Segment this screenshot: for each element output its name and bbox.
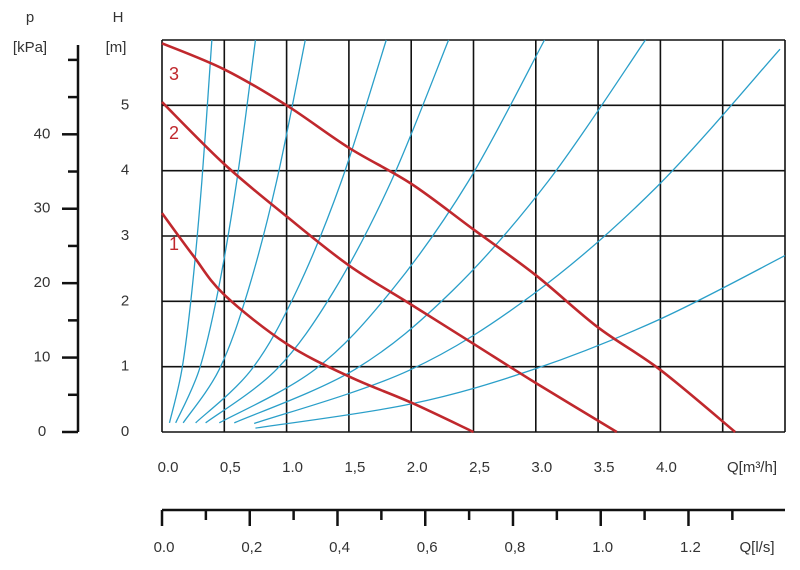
flow-tick-label: 0.0 (154, 539, 175, 556)
y-tick-label: 4 (121, 162, 129, 179)
x-tick-label: 2.0 (407, 459, 428, 476)
pump-curve (160, 212, 475, 434)
x-tick-label: 3.0 (531, 459, 552, 476)
y-axis-unit: [m] (106, 39, 127, 56)
flow-tick-label: 1.0 (592, 539, 613, 556)
y-tick-label: 0 (121, 423, 129, 440)
p-axis-unit: [kPa] (13, 39, 47, 56)
y-axis-title: H (113, 9, 124, 26)
x-tick-label: 0.0 (158, 459, 179, 476)
curve-label: 3 (169, 64, 179, 84)
x-tick-label: 1,5 (344, 459, 365, 476)
flow-tick-label: 1.2 (680, 539, 701, 556)
pump-curve (161, 101, 618, 434)
x-axis-title: Q[m³/h] (727, 459, 777, 476)
system-curve (182, 39, 306, 424)
pump-curve (161, 42, 736, 434)
p-tick-label: 20 (34, 274, 51, 291)
p-tick-label: 40 (34, 125, 51, 142)
flow-tick-label: 0,4 (329, 539, 350, 556)
p-tick-label: 0 (38, 423, 46, 440)
curve-label: 2 (169, 123, 179, 143)
system-curve (255, 255, 786, 429)
p-tick-label: 30 (34, 200, 51, 217)
system-curve (205, 39, 450, 424)
system-curve (218, 39, 546, 424)
flow-tick-label: 0,2 (241, 539, 262, 556)
y-tick-label: 5 (121, 96, 129, 113)
x-tick-label: 0,5 (220, 459, 241, 476)
x-tick-label: 1.0 (282, 459, 303, 476)
p-axis-title: p (26, 9, 34, 26)
x-tick-label: 4.0 (656, 459, 677, 476)
system-curve (195, 39, 387, 424)
y-tick-label: 1 (121, 358, 129, 375)
flow-tick-label: 0,6 (417, 539, 438, 556)
x-tick-label: 3.5 (594, 459, 615, 476)
y-tick-label: 2 (121, 292, 129, 309)
system-curve (234, 39, 646, 424)
x-tick-label: 2,5 (469, 459, 490, 476)
system-curve (175, 39, 257, 424)
flow-axis-title: Q[l/s] (739, 539, 774, 556)
flow-tick-label: 0,8 (505, 539, 526, 556)
system-curve (253, 48, 781, 425)
curve-label: 1 (169, 234, 179, 254)
p-tick-label: 10 (34, 349, 51, 366)
y-tick-label: 3 (121, 227, 129, 244)
system-curve (168, 39, 213, 424)
